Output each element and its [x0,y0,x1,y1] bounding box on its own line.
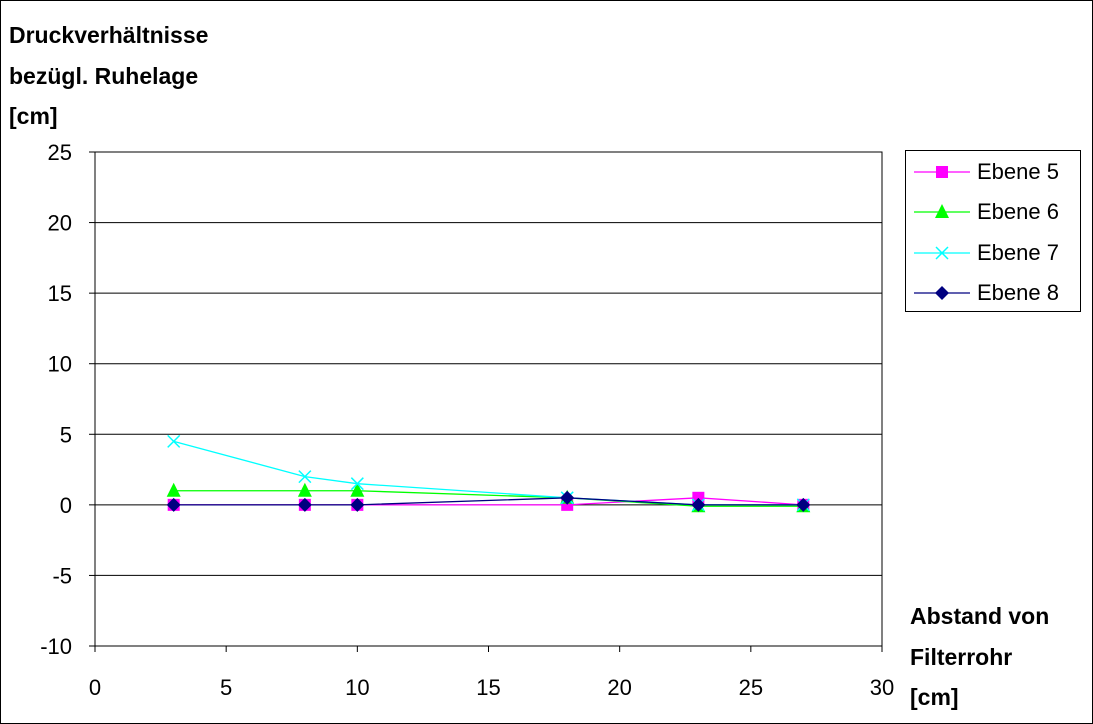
y-axis-label-line-3: [cm] [9,103,58,129]
data-point [796,497,811,512]
legend-marker-triangle-icon [914,204,970,218]
series-line-4 [173,497,804,506]
y-tick-label: -10 [40,634,72,659]
y-tick-label: 15 [48,281,72,306]
legend-swatch-marker [936,166,948,178]
x-axis-label-line-2: Filterrohr [910,644,1013,670]
x-axis-label-line-1: Abstand von [910,603,1050,629]
x-tick-label: 10 [345,675,369,700]
legend-marker-x-icon [914,246,970,260]
legend-label: Ebene 6 [977,199,1059,224]
legend-marker-square-icon [914,166,970,178]
data-point [350,482,365,497]
legend-label: Ebene 5 [977,159,1059,184]
data-point [350,477,364,491]
y-tick-label: 0 [60,493,72,518]
data-point [298,470,312,484]
legend-item-ebene-6: Ebene 6 [906,197,1080,227]
data-point [560,490,575,505]
data-point [167,434,181,448]
x-tick-label: 30 [870,675,894,700]
x-tick-label: 0 [89,675,101,700]
legend-item-ebene-5: Ebene 5 [906,157,1080,187]
plot-area [94,151,883,647]
x-tick-label: 25 [739,675,763,700]
legend-swatch-marker [935,286,949,300]
y-tick-label: 20 [48,211,72,236]
legend-item-ebene-8: Ebene 8 [906,278,1080,308]
legend-swatch-marker [935,204,949,218]
y-tick-label: 25 [48,140,72,165]
data-point [297,497,312,512]
chart-legend: Ebene 5 Ebene 6 Ebene 7 Ebene 8 [905,150,1081,312]
data-point [350,497,365,512]
y-tick-label: 10 [48,352,72,377]
legend-label: Ebene 7 [977,240,1059,265]
series-line-2 [173,490,804,507]
legend-swatch-marker [935,246,949,260]
x-tick-label: 20 [607,675,631,700]
x-tick-label: 5 [220,675,232,700]
y-axis-label-line-1: Druckverhältnisse [9,22,209,48]
y-tick-label: 5 [60,422,72,447]
data-point [297,482,312,497]
x-axis-label-line-3: [cm] [910,684,959,710]
data-point [691,497,706,512]
legend-item-ebene-7: Ebene 7 [906,238,1080,268]
y-tick-label: -5 [52,563,72,588]
data-point [166,497,181,512]
y-axis-label-line-2: bezügl. Ruhelage [9,63,199,89]
legend-label: Ebene 8 [977,280,1059,305]
legend-marker-diamond-icon [914,286,970,300]
data-point [166,482,181,497]
x-tick-label: 15 [476,675,500,700]
